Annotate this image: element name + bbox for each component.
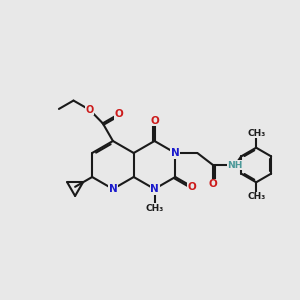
Text: NH: NH — [227, 160, 243, 169]
Text: O: O — [115, 109, 123, 119]
Text: N: N — [171, 148, 180, 158]
Text: O: O — [208, 179, 217, 189]
Text: CH₃: CH₃ — [247, 192, 265, 201]
Text: N: N — [150, 184, 159, 194]
Text: O: O — [188, 182, 197, 192]
Text: CH₃: CH₃ — [146, 204, 164, 213]
Text: N: N — [109, 184, 117, 194]
Text: O: O — [85, 105, 94, 115]
Text: O: O — [150, 116, 159, 126]
Text: CH₃: CH₃ — [247, 129, 265, 138]
